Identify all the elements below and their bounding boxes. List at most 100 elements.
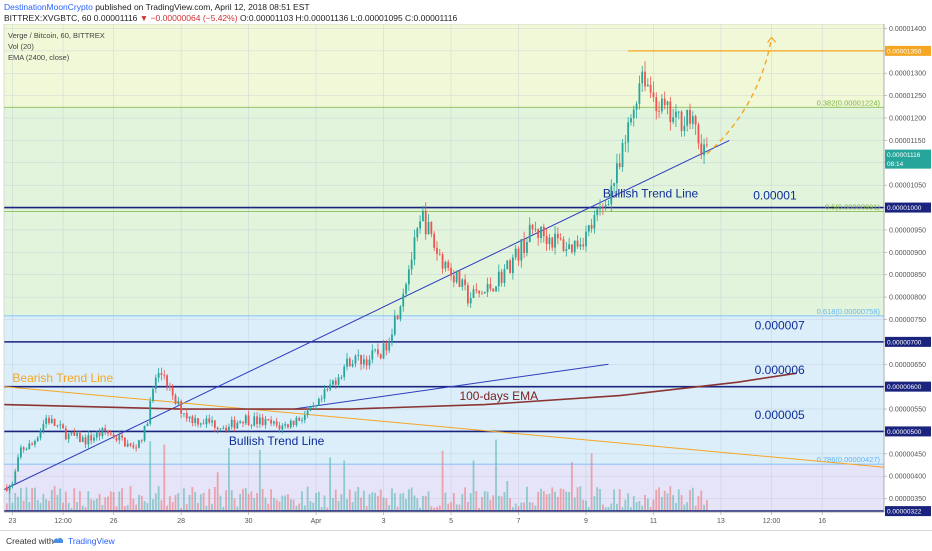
- price-tick-label-21: 0.00000350: [889, 496, 926, 503]
- candle-body-14: [45, 417, 48, 424]
- candle-body-213: [604, 205, 607, 207]
- candle-body-219: [621, 143, 624, 167]
- candle-body-128: [365, 359, 368, 366]
- volume-bar-103: [295, 505, 298, 512]
- volume-bar-126: [360, 497, 362, 512]
- volume-bar-180: [511, 507, 514, 512]
- volume-bar-59: [171, 502, 174, 512]
- level-price-label-bg-5: [885, 506, 931, 517]
- annotation-3: 0.000006: [755, 363, 805, 377]
- volume-bar-49: [143, 501, 146, 512]
- candle-body-76: [219, 428, 222, 430]
- candle-body-24: [73, 432, 76, 436]
- price-tick-label-15: 0.00000650: [889, 362, 926, 369]
- candle-body-4: [17, 457, 19, 472]
- fib-zone-2: [4, 315, 884, 465]
- candle-body-207: [587, 225, 590, 232]
- candle-body-25: [76, 433, 78, 436]
- volume-bar-238: [675, 503, 677, 512]
- candle-body-121: [346, 358, 348, 367]
- volume-bar-80: [230, 490, 233, 512]
- price-tick-label-5: 0.00001150: [889, 138, 926, 145]
- candle-body-228: [646, 84, 649, 87]
- volume-bar-213: [604, 507, 607, 512]
- candle-body-193: [548, 237, 551, 245]
- volume-bar-247: [700, 490, 703, 512]
- price-tick-label-10: 0.00000900: [889, 250, 926, 257]
- volume-bar-148: [422, 495, 424, 512]
- volume-bar-204: [579, 486, 582, 512]
- volume-bar-33: [98, 494, 101, 512]
- volume-bar-13: [42, 494, 45, 512]
- candle-body-82: [236, 422, 239, 429]
- volume-bar-73: [211, 503, 213, 512]
- candle-body-85: [244, 415, 247, 424]
- candle-body-3: [14, 471, 17, 484]
- volume-bar-127: [362, 490, 365, 512]
- volume-bar-176: [500, 496, 503, 512]
- countdown-label: 08:14: [887, 161, 904, 168]
- candle-body-75: [216, 427, 219, 430]
- volume-bar-138: [393, 493, 396, 512]
- volume-bar-197: [559, 488, 562, 512]
- symbol-info: BITTREX:XVGBTC, 60 0.00001116 ▼ −0.00000…: [4, 13, 457, 23]
- volume-bar-83: [239, 493, 242, 512]
- volume-bar-108: [309, 501, 312, 512]
- volume-bar-77: [222, 506, 225, 512]
- volume-bar-34: [101, 505, 104, 512]
- volume-bar-84: [242, 488, 244, 512]
- price-tick-label-7: 0.00001050: [889, 183, 926, 190]
- volume-bar-37: [109, 491, 112, 512]
- volume-bar-35: [104, 497, 107, 512]
- volume-bar-146: [416, 498, 419, 512]
- volume-bar-166: [472, 460, 475, 512]
- volume-bar-147: [419, 507, 422, 512]
- created-with-text: Created with: [6, 536, 54, 546]
- volume-bar-60: [174, 495, 177, 512]
- candle-body-149: [424, 210, 427, 235]
- volume-bar-65: [188, 494, 191, 512]
- candle-body-117: [334, 380, 337, 385]
- volume-bar-206: [585, 500, 587, 512]
- candle-body-2: [11, 483, 14, 486]
- volume-bar-68: [197, 503, 199, 512]
- volume-bar-226: [641, 505, 644, 512]
- tradingview-link[interactable]: TradingView: [68, 536, 115, 546]
- candle-body-39: [115, 438, 118, 441]
- annotation-1: 0.00001: [753, 189, 797, 203]
- candle-body-77: [222, 427, 225, 429]
- candle-body-205: [582, 244, 585, 247]
- candle-body-22: [67, 433, 70, 440]
- volume-bar-15: [48, 500, 50, 512]
- volume-bar-47: [138, 494, 140, 512]
- volume-bar-207: [587, 506, 590, 512]
- volume-bar-25: [76, 502, 78, 512]
- volume-bar-10: [34, 487, 36, 512]
- candle-body-45: [132, 445, 135, 448]
- candle-body-215: [610, 185, 613, 205]
- candle-body-67: [194, 418, 197, 424]
- candle-body-169: [481, 293, 483, 295]
- candle-body-97: [278, 425, 281, 430]
- candle-body-86: [247, 415, 250, 426]
- candle-body-241: [683, 125, 686, 131]
- candle-body-181: [514, 248, 517, 258]
- volume-bar-114: [326, 507, 329, 512]
- author-link[interactable]: DestinationMoonCrypto: [4, 2, 93, 12]
- volume-bar-135: [385, 498, 388, 512]
- candles: [5, 61, 708, 494]
- volume-bar-173: [492, 495, 495, 512]
- price-chart[interactable]: 0.382(0.00001224) 0.5(0.00000991) 0.618(0.…: [0, 24, 932, 530]
- fib-zone-3: [4, 464, 884, 512]
- candle-body-61: [177, 401, 180, 404]
- volume-bar-201: [571, 462, 573, 512]
- volume-bar-9: [31, 488, 34, 512]
- candle-body-209: [593, 215, 596, 229]
- candle-body-168: [478, 290, 481, 294]
- candle-body-182: [517, 248, 520, 261]
- candle-body-183: [520, 239, 523, 261]
- volume-bar-121: [346, 499, 348, 512]
- volume-bars: [5, 439, 708, 512]
- candle-body-133: [379, 354, 382, 359]
- volume-bar-24: [73, 488, 76, 512]
